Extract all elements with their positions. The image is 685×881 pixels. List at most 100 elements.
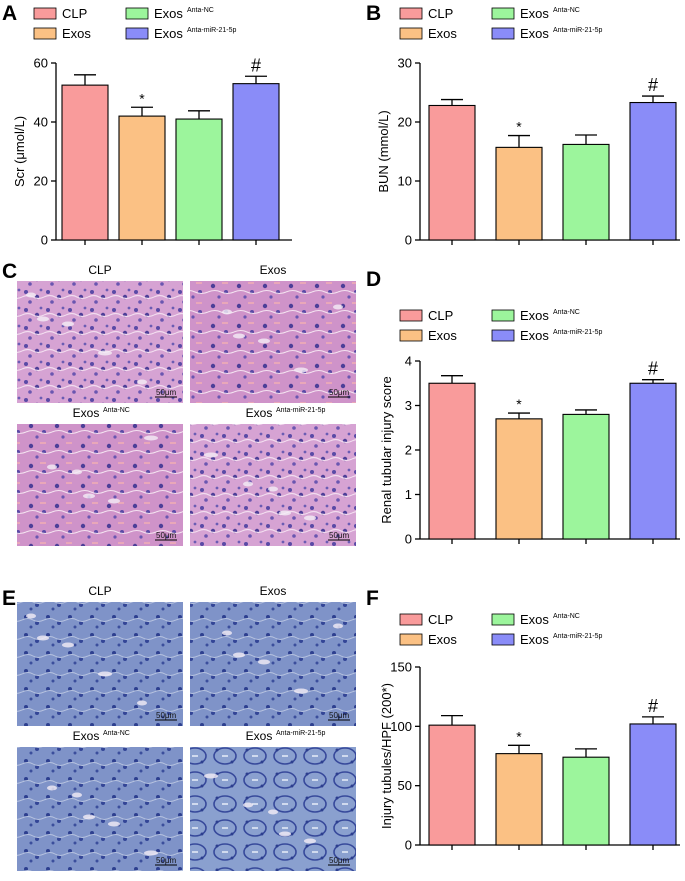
tubule-lumen [144, 435, 158, 441]
legend-superscript-exos-anta-mir: Anta-miR-21-5p [553, 329, 603, 336]
legend-swatch-exos-anta-mir [491, 27, 515, 40]
panel-label-b: B [366, 2, 381, 25]
tubule-lumen [72, 469, 82, 475]
bar-f-3 [629, 723, 677, 846]
tubule-lumen [279, 510, 291, 516]
legend-swatch-exos [399, 329, 423, 342]
y-axis-label-a: Scr (μmol/L) [12, 116, 27, 187]
tubule-lumen [137, 700, 147, 706]
scale-bar-label-e-1: 50μm [329, 711, 350, 720]
tubule-lumen [268, 486, 278, 492]
legend-label-exos-anta-nc: Exos [154, 6, 183, 21]
legend-superscript-exos-anta-nc: Anta-NC [553, 309, 580, 316]
scale-bar-label-e-3: 50μm [329, 856, 350, 865]
legend-label-exos: Exos [428, 328, 457, 343]
tubule-lumen [222, 630, 232, 636]
legend-swatch-exos-anta-mir [125, 27, 149, 40]
y-axis-label-f: Injury tubules/HPF (200*) [379, 683, 394, 829]
legend-label-exos: Exos [428, 632, 457, 647]
tubule-lumen [243, 802, 253, 808]
micrograph-title-c-0: CLP [88, 263, 111, 277]
scale-bar-label-c-1: 50μm [329, 388, 350, 397]
tubule-lumen [333, 623, 343, 629]
legend-panel-d: CLP Exos Anta-NC Exos Exos Anta-miR-21-5p [399, 308, 603, 343]
legend-label-exos-anta-nc: Exos [520, 308, 549, 323]
legend-swatch-exos [399, 27, 423, 40]
legend-swatch-exos [33, 27, 57, 40]
significance-hash-d: # [648, 359, 658, 379]
legend-label-exos-anta-mir: Exos [520, 632, 549, 647]
micrograph-image-c-3 [190, 424, 356, 546]
tubule-lumen [62, 321, 74, 327]
tubule-lumen [233, 652, 245, 658]
y-tick-label-b: 30 [398, 56, 412, 71]
significance-hash-b: # [648, 75, 658, 95]
y-tick-label-d: 3 [405, 398, 412, 413]
micrograph-title-c-3: Exos [246, 406, 273, 420]
micrograph-image-e-0 [17, 602, 183, 726]
tubule-lumen [204, 452, 218, 458]
y-tick-label-f: 50 [398, 778, 412, 793]
micrograph-image-e-3 [190, 747, 356, 871]
significance-star-b: * [516, 119, 522, 135]
bar-d-0 [428, 382, 476, 540]
bar-a-3 [232, 83, 280, 241]
legend-swatch-exos-anta-mir [491, 633, 515, 646]
chart-bun: 0 10 20 30 BUN (mmol/L) * # [376, 56, 680, 248]
y-tick-label-b: 20 [398, 115, 412, 130]
tubule-lumen [83, 814, 95, 820]
tubule-lumen [37, 635, 49, 641]
significance-hash-a: # [251, 55, 261, 75]
scale-bar-label-c-0: 50μm [156, 388, 177, 397]
bar-d-1 [495, 418, 543, 540]
y-tick-label-b: 10 [398, 174, 412, 189]
y-tick-label-f: 100 [390, 719, 412, 734]
legend-superscript-exos-anta-nc: Anta-NC [553, 613, 580, 620]
panel-label-d: D [366, 268, 381, 291]
micrograph-image-e-2 [17, 747, 183, 871]
legend-label-exos-anta-nc: Exos [520, 6, 549, 21]
legend-label-exos-anta-mir: Exos [520, 26, 549, 41]
bar-b-3 [629, 101, 677, 241]
significance-star-f: * [516, 728, 522, 744]
chart-tubular-injury-score: 0 1 2 3 4 Renal tubular injury score * # [379, 354, 680, 547]
y-tick-label-d: 2 [405, 443, 412, 458]
tubule-lumen [268, 809, 278, 815]
scale-bar-label-c-2: 50μm [156, 531, 177, 540]
micrograph-superscript-c-3: Anta-miR-21-5p [276, 407, 326, 414]
bar-f-0 [428, 724, 476, 846]
legend-label-clp: CLP [428, 612, 453, 627]
tubule-lumen [108, 821, 120, 827]
legend-superscript-exos-anta-mir: Anta-miR-21-5p [553, 27, 603, 34]
panel-label-f: F [366, 587, 379, 610]
y-tick-label-a: 40 [34, 115, 48, 130]
micrograph-superscript-c-2: Anta-NC [103, 407, 130, 414]
significance-star-a: * [139, 90, 145, 106]
legend-panel-a: CLP Exos Anta-NC Exos Exos Anta-miR-21-5p [33, 6, 237, 41]
micrograph-title-e-1: Exos [260, 584, 287, 598]
scale-bar-label-e-2: 50μm [156, 856, 177, 865]
micrograph-image-c-1 [190, 281, 356, 403]
legend-superscript-exos-anta-mir: Anta-miR-21-5p [187, 27, 237, 34]
significance-star-d: * [516, 396, 522, 412]
y-axis-label-d: Renal tubular injury score [379, 376, 394, 523]
y-tick-label-b: 0 [405, 233, 412, 248]
tubule-lumen [204, 773, 218, 779]
tubule-lumen [258, 659, 270, 665]
y-tick-label-a: 0 [41, 233, 48, 248]
legend-swatch-exos-anta-nc [491, 7, 515, 20]
panel-label-a: A [2, 2, 17, 25]
bar-f-1 [495, 753, 543, 846]
legend-label-clp: CLP [428, 6, 453, 21]
legend-swatch-clp [33, 7, 57, 20]
legend-label-exos: Exos [428, 26, 457, 41]
micrograph-image-e-1 [190, 602, 356, 726]
legend-label-clp: CLP [428, 308, 453, 323]
legend-swatch-clp [399, 7, 423, 20]
legend-swatch-clp [399, 613, 423, 626]
micrograph-title-c-2: Exos [73, 406, 100, 420]
tubule-lumen [279, 831, 291, 837]
significance-hash-f: # [648, 696, 658, 716]
scale-bar-label-c-3: 50μm [329, 531, 350, 540]
